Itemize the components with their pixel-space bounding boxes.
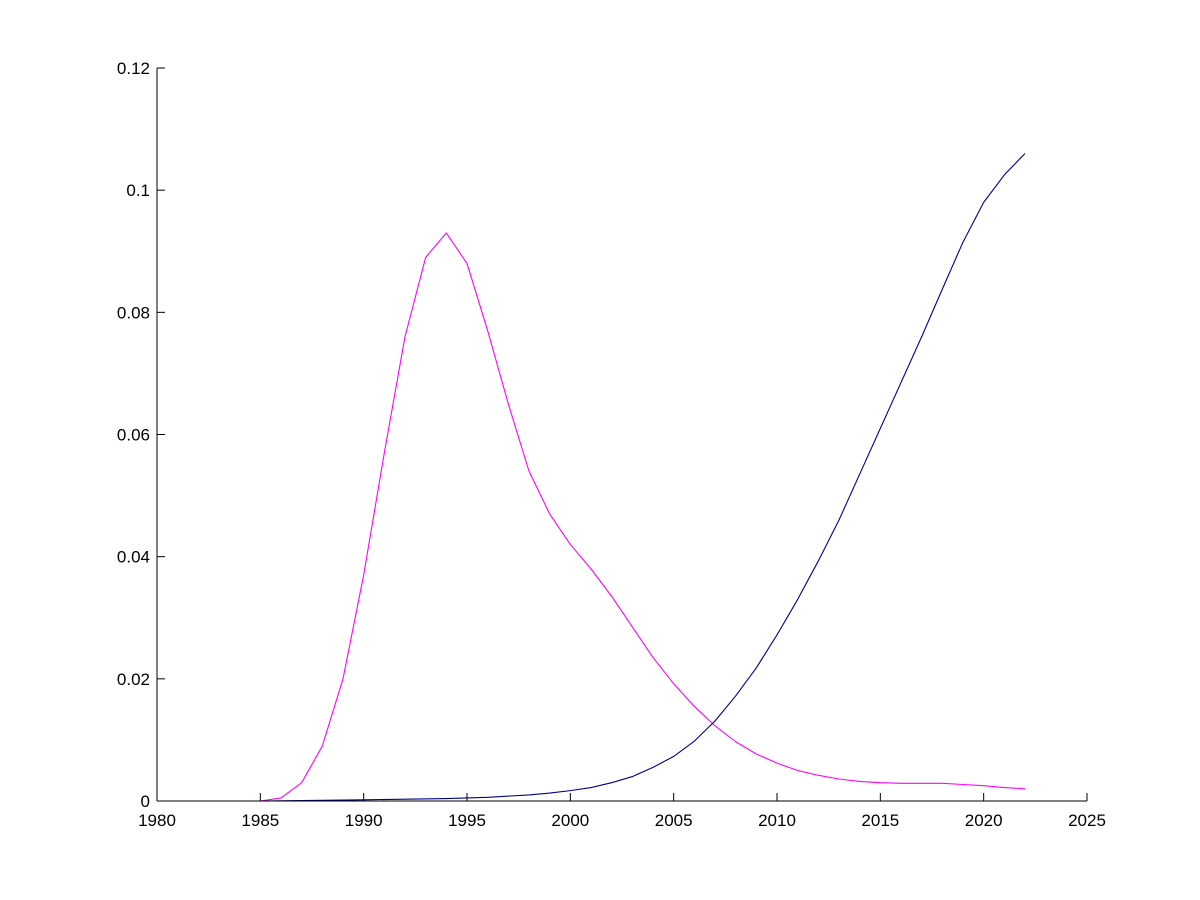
x-tick-label: 2000 [551, 811, 589, 830]
y-tick-label: 0 [141, 792, 150, 811]
y-tick-label: 0.1 [126, 181, 150, 200]
y-tick-label: 0.02 [117, 670, 150, 689]
series-layer [157, 153, 1026, 802]
y-tick-label: 0.12 [117, 59, 150, 78]
y-axis-ticks: 0 0.02 0.04 0.06 0.08 0.1 0.12 [117, 59, 165, 811]
x-tick-label: 1995 [448, 811, 486, 830]
series-line-1 [157, 232, 1026, 802]
y-tick-label: 0.04 [117, 548, 150, 567]
series-line-2 [157, 153, 1026, 802]
x-axis-ticks: 1980 1985 1990 1995 2000 2005 2010 2015 2020 2025 [138, 793, 1106, 830]
x-tick-label: 1985 [241, 811, 279, 830]
x-tick-label: 2005 [655, 811, 693, 830]
x-tick-label: 2015 [861, 811, 899, 830]
x-tick-label: 1990 [345, 811, 383, 830]
y-tick-label: 0.06 [117, 426, 150, 445]
x-tick-label: 2025 [1068, 811, 1106, 830]
x-tick-label: 2010 [758, 811, 796, 830]
x-tick-label: 2020 [965, 811, 1003, 830]
y-tick-label: 0.08 [117, 303, 150, 322]
x-tick-label: 1980 [138, 811, 176, 830]
